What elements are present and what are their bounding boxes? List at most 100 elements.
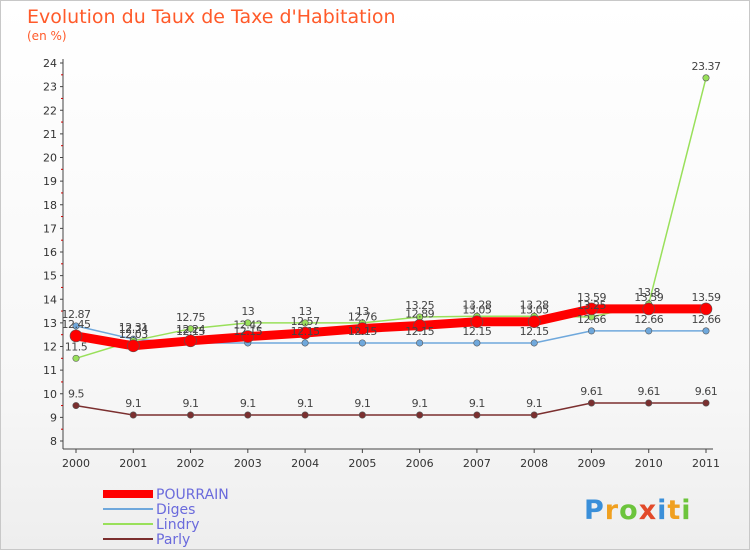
x-tick-label: 2007 [463,457,491,470]
data-label: 9.61 [637,385,660,398]
series-lines [71,77,711,416]
chart-subtitle: (en %) [27,29,67,43]
data-point-diges [587,327,595,335]
data-label: 9.61 [580,385,603,398]
chart-title: Evolution du Taux de Taxe d'Habitation [27,6,396,28]
data-label: 13.05 [462,304,491,317]
x-tick-label: 2003 [234,457,262,470]
y-tick-label: 23 [43,81,57,94]
data-label: 12.15 [233,325,262,338]
data-label: 12.15 [520,325,549,338]
data-point-pourrain [585,302,598,316]
legend-label-pourrain: POURRAIN [156,487,229,503]
data-label: 13 [299,305,312,318]
data-point-diges [72,322,80,330]
data-label: 12.15 [176,325,205,338]
data-point-parly [530,411,538,419]
data-label: 12.03 [119,328,148,341]
data-label: 12.45 [62,318,91,331]
data-label: 12.66 [577,313,606,326]
x-tick-label: 2006 [406,457,434,470]
y-tick-label: 18 [43,199,57,212]
x-tick-label: 2010 [635,457,663,470]
data-label: 12.87 [62,308,91,321]
data-point-pourrain [699,302,713,316]
data-label: 12.66 [634,313,663,326]
y-tick-label: 21 [43,128,57,141]
data-label: 13 [356,305,369,318]
data-point-lindry [187,325,195,333]
data-label: 13.59 [577,291,606,304]
data-label: 12.57 [291,315,320,328]
y-tick-label: 17 [43,222,57,235]
data-label: 9.1 [240,397,256,410]
data-label: 13.25 [405,299,434,312]
data-point-diges [358,339,366,347]
x-tick-label: 2001 [119,457,147,470]
data-point-lindry [244,319,252,327]
data-point-diges [473,339,481,347]
data-point-parly [187,411,195,419]
y-tick-label: 24 [43,57,57,70]
data-label: 13.59 [692,291,721,304]
x-tick-label: 2005 [348,457,376,470]
y-tick-label: 13 [43,317,57,330]
data-label: 9.1 [412,397,428,410]
data-point-pourrain [298,326,312,340]
data-label: 13.28 [520,298,549,311]
data-point-parly [702,399,710,407]
data-point-diges [645,327,653,335]
data-label: 13.05 [520,304,549,317]
data-label: 12.15 [291,325,320,338]
axes: 8 9 10 11 12 13 14 15 16 17 18 19 20 21 22 23 24 2000 2001… [43,57,720,470]
x-tick-label: 2004 [291,457,319,470]
series-line-pourrain [71,304,711,351]
y-tick-label: 10 [43,388,57,401]
data-point-lindry [301,319,309,327]
data-point-pourrain [470,315,484,328]
data-label: 23.37 [692,60,721,73]
data-label: 9.5 [68,388,84,401]
data-point-pourrain [126,339,140,353]
y-tick-label: 15 [43,270,57,283]
data-label: 9.1 [526,397,542,410]
data-point-pourrain [69,329,83,343]
data-point-pourrain [642,302,656,316]
y-tick-label: 11 [43,364,57,377]
x-tick-label: 2002 [177,457,205,470]
x-tick-label: 2008 [520,457,548,470]
legend-label-lindry: Lindry [156,517,200,533]
series-line-parly [75,402,707,416]
data-point-diges [416,339,424,347]
data-label: 13.59 [634,291,663,304]
logo-text: Proxiti [584,495,692,526]
x-tick-label: 2000 [62,457,90,470]
legend-label-parly: Parly [156,532,190,548]
data-point-diges [301,339,309,347]
data-label: 13 [241,305,254,318]
data-label: 12.76 [348,311,377,324]
data-point-diges [530,339,538,347]
data-label: 9.1 [183,397,199,410]
data-label: 9.1 [125,397,141,410]
y-tick-label: 22 [43,104,57,117]
data-point-parly [645,399,653,407]
data-point-parly [416,411,424,419]
data-label: 13.28 [462,298,491,311]
x-tick-label: 2009 [577,457,605,470]
data-point-parly [129,411,137,419]
y-tick-label: 12 [43,341,57,354]
data-label: 12.15 [462,325,491,338]
data-point-lindry [702,74,710,82]
data-point-pourrain [184,334,197,348]
legend-label-diges: Diges [156,502,195,518]
proxiti-logo: Proxiti [584,495,692,526]
series-line-lindry [75,77,707,360]
data-label: 12.15 [348,325,377,338]
data-label: 12.24 [119,323,148,336]
data-point-parly [587,399,595,407]
data-point-parly [301,411,309,419]
